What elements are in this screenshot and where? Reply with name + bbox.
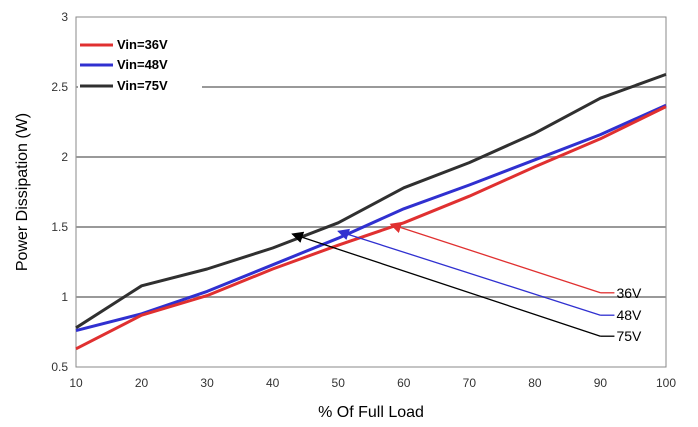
series-line-1 [75,103,667,333]
series-line-0 [75,105,667,351]
series-lines [75,72,667,351]
x-tick-label: 90 [594,376,608,390]
x-tick-label: 30 [200,376,214,390]
legend-label-36v: Vin=36V [117,37,168,52]
legend: Vin=36V Vin=48V Vin=75V [78,26,202,96]
x-tick-label: 50 [332,376,346,390]
annotation-label-1: 48V [616,307,642,323]
annotations: 36V 48V 75V [291,221,642,344]
x-tick-label: 70 [463,376,477,390]
annotation-label-2: 75V [616,328,642,344]
y-tick-label: 2.5 [51,80,68,94]
legend-box [78,26,202,96]
y-tick-label: 0.5 [51,360,68,374]
x-tick-label: 80 [528,376,542,390]
x-tick-label: 10 [69,376,83,390]
x-tick-label: 20 [135,376,149,390]
y-tick-label: 3 [61,10,68,24]
y-axis-title: Power Dissipation (W) [14,113,31,271]
y-axis-ticks: 0.5 1 1.5 2 2.5 3 [51,10,68,374]
y-tick-label: 1.5 [51,220,68,234]
annotation-label-0: 36V [616,285,642,301]
legend-label-75v: Vin=75V [117,78,168,93]
x-tick-label: 100 [656,376,676,390]
annotation-arrow-2 [291,231,601,337]
grid-lines [76,86,666,298]
annotation-arrow-1 [337,228,601,316]
y-tick-label: 2 [61,150,68,164]
x-axis-ticks: 10 20 30 40 50 60 70 80 90 100 [69,376,676,390]
x-tick-label: 60 [397,376,411,390]
series-line-2 [75,72,667,330]
y-tick-label: 1 [61,290,68,304]
legend-label-48v: Vin=48V [117,57,168,72]
annotation-arrow-0 [389,221,601,294]
x-axis-title: % Of Full Load [318,404,424,421]
x-tick-label: 40 [266,376,280,390]
